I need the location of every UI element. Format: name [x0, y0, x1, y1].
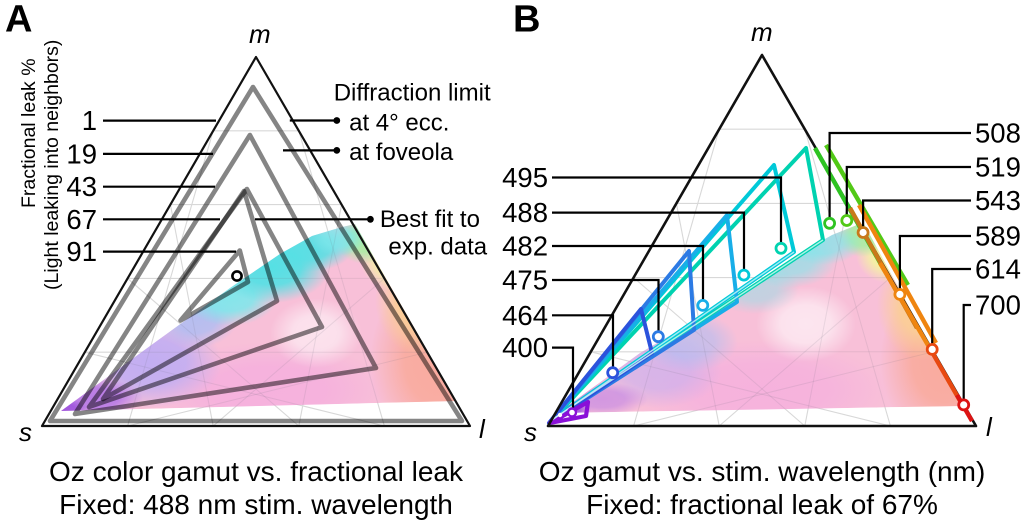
svg-text:m: m — [751, 17, 773, 47]
svg-text:91: 91 — [66, 236, 97, 267]
svg-text:Fixed: fractional leak of 67%: Fixed: fractional leak of 67% — [586, 489, 938, 520]
svg-text:464: 464 — [502, 300, 548, 331]
svg-text:700: 700 — [975, 290, 1021, 321]
svg-text:495: 495 — [502, 162, 548, 193]
svg-text:475: 475 — [502, 265, 548, 296]
svg-text:543: 543 — [975, 185, 1021, 216]
svg-text:l: l — [986, 412, 993, 442]
svg-text:43: 43 — [66, 171, 97, 202]
svg-text:Fixed: 488 nm stim. wavelength: Fixed: 488 nm stim. wavelength — [59, 489, 453, 520]
svg-text:s: s — [19, 417, 32, 447]
svg-text:(Light leaking into neighbors): (Light leaking into neighbors) — [41, 40, 63, 290]
svg-text:s: s — [524, 417, 537, 447]
svg-text:614: 614 — [975, 254, 1021, 285]
svg-text:488: 488 — [502, 197, 548, 228]
svg-text:at foveola: at foveola — [349, 139, 454, 166]
svg-text:l: l — [479, 414, 486, 444]
svg-text:A: A — [5, 0, 32, 41]
svg-text:400: 400 — [502, 332, 548, 363]
svg-text:exp. data: exp. data — [388, 234, 487, 261]
svg-text:at 4° ecc.: at 4° ecc. — [349, 110, 449, 137]
svg-text:Oz color gamut vs. fractional: Oz color gamut vs. fractional leak — [49, 456, 464, 487]
svg-text:B: B — [513, 0, 540, 41]
svg-text:Diffraction limit: Diffraction limit — [334, 80, 491, 107]
svg-text:589: 589 — [975, 221, 1021, 252]
svg-text:19: 19 — [66, 138, 97, 169]
svg-text:519: 519 — [975, 152, 1021, 183]
svg-text:Best fit to: Best fit to — [380, 206, 480, 233]
svg-text:Oz gamut vs. stim. wavelength: Oz gamut vs. stim. wavelength (nm) — [539, 456, 986, 487]
svg-text:m: m — [249, 19, 271, 49]
svg-text:Fractional leak %: Fractional leak % — [18, 58, 40, 208]
svg-text:1: 1 — [82, 105, 97, 136]
svg-text:508: 508 — [975, 118, 1021, 149]
svg-text:67: 67 — [66, 204, 97, 235]
svg-text:482: 482 — [502, 231, 548, 262]
